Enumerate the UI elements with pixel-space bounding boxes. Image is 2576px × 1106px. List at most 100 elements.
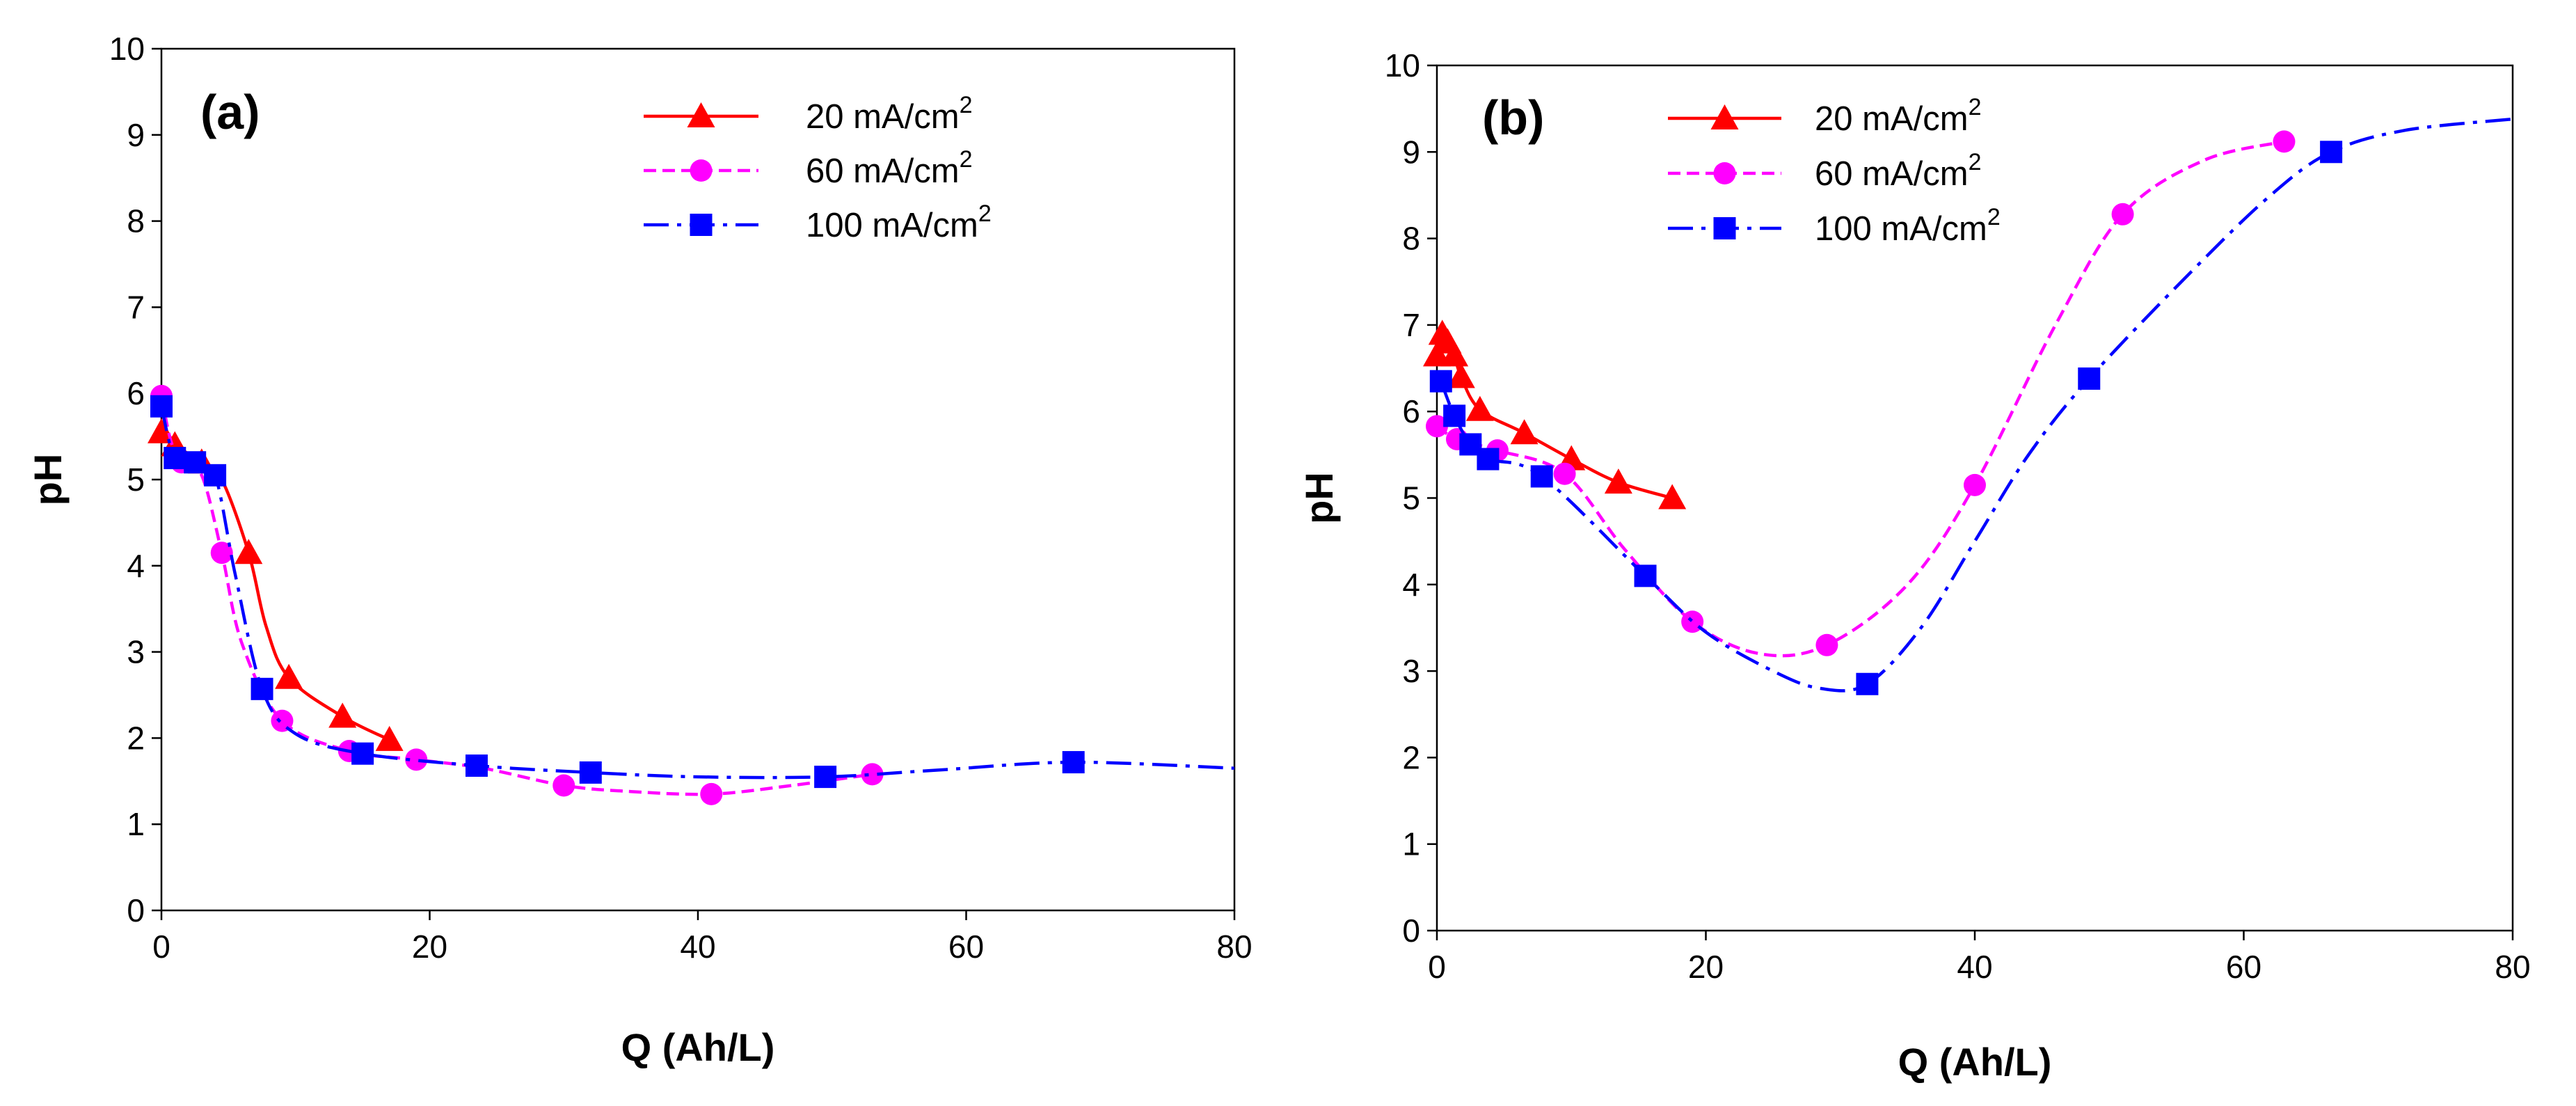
series-square-point [579,761,602,784]
series-square-point [351,742,374,765]
x-axis-title: Q (Ah/L) [1898,1040,2052,1084]
series-square-point [204,464,227,487]
series-triangle-point [1423,341,1451,367]
legend-label: 100 mA/cm2 [806,200,992,244]
series-circle-point [1964,473,1986,496]
legend-marker [690,159,713,182]
series-square-point [465,755,488,777]
x-tick-label: 40 [1957,949,1992,985]
series-circle-point [700,782,723,805]
series-triangle-point [275,663,303,689]
y-tick-label: 6 [1402,393,1420,429]
y-tick-label: 7 [1402,307,1420,343]
y-tick-label: 0 [127,892,145,929]
series-square-point [2320,141,2343,164]
legend-label: 60 mA/cm2 [806,146,972,190]
y-tick-label: 4 [127,548,145,584]
y-tick-label: 0 [1402,913,1420,949]
y-tick-label: 7 [127,289,145,325]
panel-tag: (b) [1482,90,1544,145]
legend-marker [690,214,713,236]
series-circle-point [1426,415,1448,438]
series-square-point [1477,448,1500,471]
series-square-point [184,451,207,474]
legend-label-superscript: 2 [978,200,992,227]
x-tick-label: 0 [152,929,170,965]
series-square-point [814,766,837,789]
y-tick-label: 1 [1402,826,1420,862]
legend-label: 20 mA/cm2 [806,92,972,136]
legend-marker [1713,217,1736,239]
series-triangle-point [1510,419,1539,445]
series-circle-point [2273,130,2296,153]
x-tick-label: 20 [1688,949,1724,985]
series-triangle-point [1604,468,1632,494]
y-tick-label: 8 [127,203,145,239]
panel-tag: (a) [200,85,260,139]
x-tick-label: 0 [1428,949,1446,985]
x-axis-title: Q (Ah/L) [621,1025,775,1069]
x-tick-label: 40 [680,929,715,965]
y-tick-label: 4 [1402,567,1420,603]
x-tick-label: 20 [412,929,447,965]
y-tick-label: 1 [127,806,145,842]
series-triangle-point [1465,395,1494,421]
series-triangle-point [328,702,357,728]
legend-marker [1713,162,1736,184]
chart-panel-a: 0 1 2 3 4 5 6 7 8 9 10 0 20 40 60 80 Q (Ah/L) pH (a) 20 mA/… [26,31,1253,1069]
series-circle-point [552,774,575,797]
y-tick-label: 9 [127,117,145,153]
series-triangle-point [1658,484,1687,509]
series-triangle-point [375,725,404,751]
legend-label: 20 mA/cm2 [1815,94,1981,138]
legend-label-superscript: 2 [1969,149,1982,175]
series-square-point [1062,751,1085,774]
legend-marker [1710,104,1739,129]
y-tick-label: 3 [127,634,145,670]
series-square-point [1856,672,1879,695]
y-tick-label: 2 [1402,739,1420,775]
series-circle-point [2111,203,2134,226]
y-axis-title: pH [26,454,70,506]
x-tick-label: 80 [2495,949,2530,985]
y-tick-label: 5 [1402,480,1420,516]
legend-label-superscript: 2 [960,146,973,173]
series-circle-point [1553,462,1576,485]
x-tick-label: 60 [948,929,984,965]
y-tick-label: 8 [1402,221,1420,257]
legend-marker [687,102,715,127]
legend-label-superscript: 2 [1987,204,2001,230]
y-tick-label: 5 [127,461,145,498]
y-tick-label: 9 [1402,134,1420,170]
x-tick-label: 80 [1216,929,1252,965]
y-tick-label: 10 [1385,47,1420,84]
legend-label-superscript: 2 [960,92,973,118]
y-tick-label: 2 [127,720,145,756]
series-square-point [150,395,173,418]
x-tick-label: 60 [2226,949,2261,985]
series-square-point [164,447,186,470]
series-square-point [251,677,273,700]
series-triangle-point [1447,363,1475,388]
series-square-point [1429,370,1452,393]
y-tick-label: 3 [1402,653,1420,689]
series-circle-point [210,542,233,564]
series-square-point [1530,465,1553,488]
series-square-point [2078,367,2101,390]
legend-label-superscript: 2 [1969,94,1982,120]
series-square-point [1634,564,1657,587]
legend-label: 100 mA/cm2 [1815,204,2001,248]
series-triangle-point [234,539,263,564]
series-square-line [1439,117,2513,693]
legend-label: 60 mA/cm2 [1815,149,1981,193]
y-tick-label: 10 [109,31,145,67]
series-triangle-point [1440,341,1469,367]
series-circle-point [405,748,428,771]
chart-panel-b: 0 1 2 3 4 5 6 7 8 9 10 0 20 40 60 80 Q (Ah/L) pH (b) 20 mA/… [1297,47,2531,1084]
series-circle-point [1815,633,1838,656]
series-square-point [1443,404,1466,427]
series-circle-point [861,763,884,786]
y-axis-title: pH [1297,472,1341,524]
